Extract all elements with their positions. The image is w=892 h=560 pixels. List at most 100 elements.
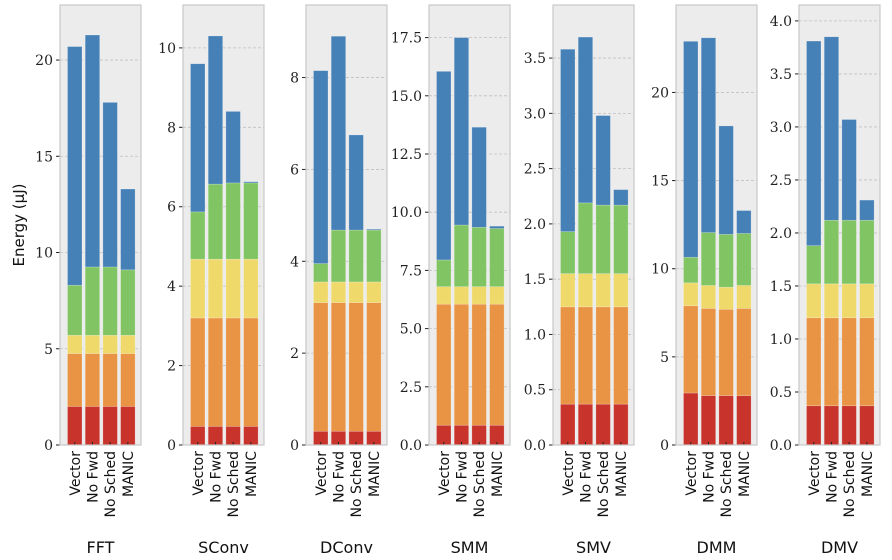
bar-segment-manic-layer3 xyxy=(613,273,629,308)
bar-segment-no-fwd-layer4 xyxy=(330,229,347,283)
bar-segment-no-sched-layer3 xyxy=(348,281,364,303)
y-tick-label: 2 xyxy=(290,346,299,362)
y-tick-label: 10 xyxy=(158,41,176,57)
subplot-dmm: 0 5 10 15 20 Vector No Fwd No Sched MANIC DMM xyxy=(651,4,758,557)
bar-segment-no-fwd-layer5 xyxy=(207,35,223,185)
bar-segment-manic-layer4 xyxy=(489,228,505,287)
plot-frame xyxy=(798,4,881,446)
bar-segment-vector-layer2 xyxy=(190,317,206,427)
x-tick-label: Vector xyxy=(437,451,453,496)
bar-segment-no-sched-layer1 xyxy=(595,403,611,446)
bar-segment-manic-layer3 xyxy=(489,286,505,305)
x-tick-label: Vector xyxy=(314,451,330,496)
bar-segment-no-fwd-layer2 xyxy=(823,317,840,407)
x-tick-label: No Fwd xyxy=(701,451,717,503)
y-tick-label: 0 xyxy=(44,438,53,454)
x-tick-label: No Fwd xyxy=(454,451,470,503)
bar-segment-no-fwd-layer5 xyxy=(577,36,594,204)
bar-segment-vector-layer3 xyxy=(436,286,452,305)
y-tick-label: 20 xyxy=(651,85,669,101)
y-tick-label: 0.0 xyxy=(400,438,422,454)
bar-segment-manic-layer5 xyxy=(243,181,259,184)
bar-segment-no-fwd-layer5 xyxy=(453,37,470,226)
y-tick-label: 0 xyxy=(167,438,176,454)
bar-segment-no-fwd-layer4 xyxy=(823,219,840,285)
bar-segment-no-sched-layer3 xyxy=(225,258,241,319)
bar-segment-vector-layer4 xyxy=(560,231,576,274)
bar-segment-no-fwd-layer3 xyxy=(577,273,594,308)
bar-segment-manic-layer1 xyxy=(736,395,752,446)
subplot-title: DConv xyxy=(320,538,373,557)
bar-segment-no-fwd-layer2 xyxy=(577,306,594,405)
plot-frame xyxy=(59,4,142,446)
plot-frame xyxy=(182,4,265,446)
y-tick-label: 3.5 xyxy=(524,51,546,67)
y-tick-label: 2.5 xyxy=(770,173,792,189)
bar-segment-manic-layer1 xyxy=(859,405,875,446)
bar-segment-no-sched-layer3 xyxy=(595,273,611,308)
bar-segment-vector-layer1 xyxy=(806,405,822,446)
subplot-title: SConv xyxy=(198,538,249,557)
bar-segment-no-fwd-layer2 xyxy=(453,303,470,426)
subplot-title: SMM xyxy=(451,538,489,557)
plot-frame xyxy=(305,4,388,446)
bar-segment-manic-layer5 xyxy=(736,210,752,234)
bar-segment-no-sched-layer2 xyxy=(471,303,487,426)
bar-segment-no-sched-layer1 xyxy=(102,406,118,446)
bar-segment-no-fwd-layer1 xyxy=(823,405,840,446)
bar-segment-no-sched-layer1 xyxy=(718,395,734,446)
y-tick-label: 4.0 xyxy=(770,14,792,30)
bar-segment-no-fwd-layer2 xyxy=(330,302,347,432)
x-tick-label: MANIC xyxy=(490,451,506,497)
y-tick-label: 10.0 xyxy=(391,205,422,221)
y-tick-label: 7.5 xyxy=(400,263,422,279)
bar-segment-no-sched-layer4 xyxy=(225,182,241,260)
bar-segment-manic-layer5 xyxy=(489,225,505,229)
bar-segment-manic-layer4 xyxy=(366,229,382,283)
x-tick-label: MANIC xyxy=(737,451,753,497)
bar-segment-no-fwd-layer4 xyxy=(84,266,100,336)
bar-segment-vector-layer4 xyxy=(313,263,329,283)
bar-segment-vector-layer2 xyxy=(806,317,822,407)
bar-segment-no-fwd-layer1 xyxy=(577,403,594,446)
bar-segment-no-sched-layer1 xyxy=(841,405,857,446)
subplot-sconv: 0 2 4 6 8 10 Vector No Fwd No Sched MANIC SConv xyxy=(158,4,265,557)
x-tick-label: MANIC xyxy=(121,451,137,497)
y-tick-label: 20 xyxy=(35,53,53,69)
y-tick-label: 4 xyxy=(167,279,176,295)
plot-frame xyxy=(428,4,511,446)
bar-segment-no-fwd-layer4 xyxy=(207,183,223,260)
bar-segment-vector-layer5 xyxy=(436,71,452,261)
bar-segment-no-fwd-layer2 xyxy=(207,317,223,427)
y-tick-label: 1.5 xyxy=(524,272,546,288)
x-tick-label: No Fwd xyxy=(331,451,347,503)
x-tick-label: Vector xyxy=(561,451,577,496)
bar-segment-manic-layer5 xyxy=(366,228,382,231)
y-tick-label: 1.0 xyxy=(770,332,792,348)
y-tick-label: 5 xyxy=(660,350,669,366)
x-tick-label: No Sched xyxy=(103,451,119,517)
bar-segment-manic-layer2 xyxy=(859,317,875,407)
subplot-title: DMV xyxy=(821,538,858,557)
bar-segment-manic-layer3 xyxy=(859,283,875,319)
y-axis-label: Energy (μJ) xyxy=(10,184,28,267)
x-tick-label: No Sched xyxy=(842,451,858,517)
bar-segment-no-sched-layer3 xyxy=(471,286,487,305)
subplot-dconv: 0 2 4 6 8 Vector No Fwd No Sched MANIC DConv xyxy=(290,4,388,557)
y-tick-label: 2.0 xyxy=(524,217,546,233)
bar-segment-vector-layer1 xyxy=(683,392,699,446)
y-tick-label: 15 xyxy=(35,149,53,165)
subplot-fft: 0 5 10 15 20 Vector No Fwd No Sched MANIC FFT xyxy=(35,4,142,557)
x-tick-label: No Sched xyxy=(596,451,612,517)
bar-segment-no-sched-layer2 xyxy=(718,308,734,396)
bar-segment-no-sched-layer2 xyxy=(348,302,364,432)
bar-segment-no-sched-layer4 xyxy=(102,266,118,336)
x-tick-label: MANIC xyxy=(367,451,383,497)
bar-segment-vector-layer5 xyxy=(560,48,576,232)
y-tick-label: 0 xyxy=(660,438,669,454)
bar-segment-no-fwd-layer4 xyxy=(453,224,470,287)
bar-segment-vector-layer4 xyxy=(190,211,206,260)
y-tick-label: 17.5 xyxy=(391,31,422,47)
bar-segment-manic-layer4 xyxy=(613,204,629,274)
y-tick-label: 5.0 xyxy=(400,322,422,338)
